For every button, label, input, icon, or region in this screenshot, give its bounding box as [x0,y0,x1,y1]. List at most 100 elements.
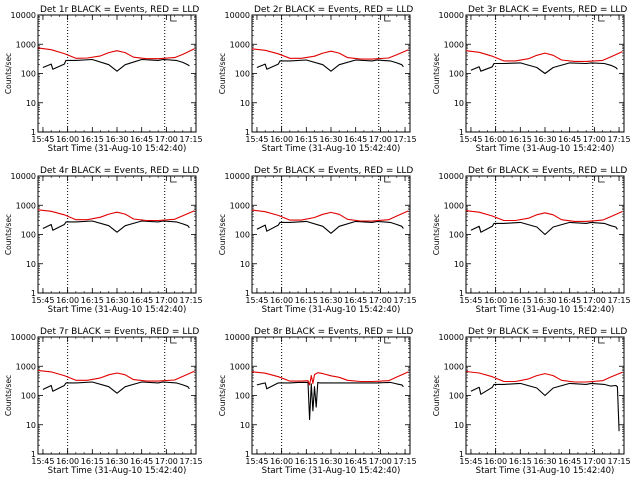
top-marker [170,15,177,22]
x-tick-label: 16:45 [558,457,581,466]
series-line-lld [251,209,409,222]
x-axis-label: Start Time (31-Aug-10 15:42:40) [48,144,187,154]
y-tick-label: 100 [21,70,36,79]
y-tick-label: 10000 [225,333,250,342]
y-tick-label: 10 [26,99,36,108]
series-line-events [42,58,190,72]
x-tick-label: 15:45 [245,457,268,466]
x-tick-label: 16:45 [130,135,153,144]
x-tick-label: 17:00 [369,457,392,466]
x-tick-label: 17:00 [155,296,178,305]
y-tick-label: 10 [240,99,250,108]
x-tick-label: 17:15 [608,457,631,466]
series-line-events [42,220,190,233]
y-tick-label: 10 [454,99,464,108]
y-tick-label: 10000 [11,333,36,342]
x-tick-label: 15:45 [459,135,482,144]
y-tick-label: 10000 [439,11,464,20]
x-axis-label: Start Time (31-Aug-10 15:42:40) [262,305,401,315]
x-tick-label: 16:00 [484,135,507,144]
series-line-lld [37,47,195,60]
y-tick-label: 10000 [439,333,464,342]
top-marker [170,176,177,183]
panel-title: Det 2r BLACK = Events, RED = LLD [254,5,413,15]
x-tick-label: 17:15 [608,296,631,305]
y-tick-label: 100 [235,392,250,401]
x-tick-label: 16:00 [56,135,79,144]
y-tick-label: 100 [21,231,36,240]
x-axis-label: Start Time (31-Aug-10 15:42:40) [262,144,401,154]
panel-title: Det 4r BLACK = Events, RED = LLD [40,166,199,176]
x-tick-label: 16:30 [105,457,128,466]
y-tick-label: 1000 [230,40,250,49]
y-axis-label: Counts/sec [432,375,441,416]
x-tick-label: 17:00 [155,457,178,466]
x-tick-label: 16:15 [295,296,318,305]
plot-frame [37,336,197,455]
x-tick-label: 16:45 [344,457,367,466]
y-tick-label: 10 [240,421,250,430]
x-tick-label: 15:45 [245,135,268,144]
y-tick-label: 10 [454,260,464,269]
panel-title: Det 5r BLACK = Events, RED = LLD [254,166,413,176]
x-tick-label: 15:45 [31,135,54,144]
series-line-lld [37,209,195,222]
x-tick-label: 16:45 [558,135,581,144]
x-tick-label: 15:45 [245,296,268,305]
series-line-lld [465,210,623,222]
x-tick-label: 17:15 [180,457,203,466]
y-tick-label: 100 [449,231,464,240]
panel-det-5: Det 5r BLACK = Events, RED = LLD 1 10 100 10… [218,166,417,315]
y-tick-label: 100 [235,231,250,240]
panel-title: Det 8r BLACK = Events, RED = LLD [254,327,413,337]
x-tick-label: 16:00 [270,296,293,305]
x-axis-label: Start Time (31-Aug-10 15:42:40) [476,305,615,315]
y-tick-label: 1 [245,128,250,137]
y-tick-label: 1000 [16,362,36,371]
y-tick-label: 100 [21,392,36,401]
plot-frame [37,175,197,294]
x-tick-label: 15:45 [459,296,482,305]
plot-frame [251,14,411,133]
x-axis-label: Start Time (31-Aug-10 15:42:40) [476,466,615,476]
x-tick-label: 16:15 [509,457,532,466]
x-tick-label: 15:45 [31,457,54,466]
panel-title: Det 3r BLACK = Events, RED = LLD [468,5,627,15]
y-axis-label: Counts/sec [218,214,227,255]
y-tick-label: 100 [235,70,250,79]
x-tick-label: 16:45 [344,135,367,144]
panel-title: Det 1r BLACK = Events, RED = LLD [40,5,199,15]
x-axis-label: Start Time (31-Aug-10 15:42:40) [262,466,401,476]
y-tick-label: 100 [449,392,464,401]
x-tick-label: 16:30 [533,296,556,305]
y-axis-label: Counts/sec [4,214,13,255]
panel-det-8: Det 8r BLACK = Events, RED = LLD 1 10 100 10… [218,327,417,476]
y-axis-label: Counts/sec [4,53,13,94]
x-tick-label: 16:30 [533,135,556,144]
x-tick-label: 16:45 [558,296,581,305]
x-tick-label: 15:45 [31,296,54,305]
x-tick-label: 17:15 [180,296,203,305]
panel-det-4: Det 4r BLACK = Events, RED = LLD 1 10 100 10… [4,166,203,315]
x-tick-label: 16:15 [81,135,104,144]
series-line-lld [251,48,409,60]
y-tick-label: 1000 [16,40,36,49]
y-tick-label: 1 [459,289,464,298]
series-line-events [470,221,618,236]
y-tick-label: 10 [240,260,250,269]
panel-title: Det 6r BLACK = Events, RED = LLD [468,166,627,176]
y-tick-label: 1000 [230,201,250,210]
panel-title: Det 7r BLACK = Events, RED = LLD [40,327,199,337]
top-marker [384,15,391,22]
series-line-events [256,220,404,234]
top-marker [598,337,605,344]
top-marker [170,337,177,344]
series-line-lld [37,369,195,382]
panel-title: Det 9r BLACK = Events, RED = LLD [468,327,627,337]
x-tick-label: 16:00 [270,457,293,466]
panel-det-3: Det 3r BLACK = Events, RED = LLD 1 10 100 10… [432,5,631,154]
y-axis-label: Counts/sec [432,214,441,255]
plot-frame [251,336,411,455]
series-line-events [42,381,190,394]
x-tick-label: 17:00 [583,135,606,144]
